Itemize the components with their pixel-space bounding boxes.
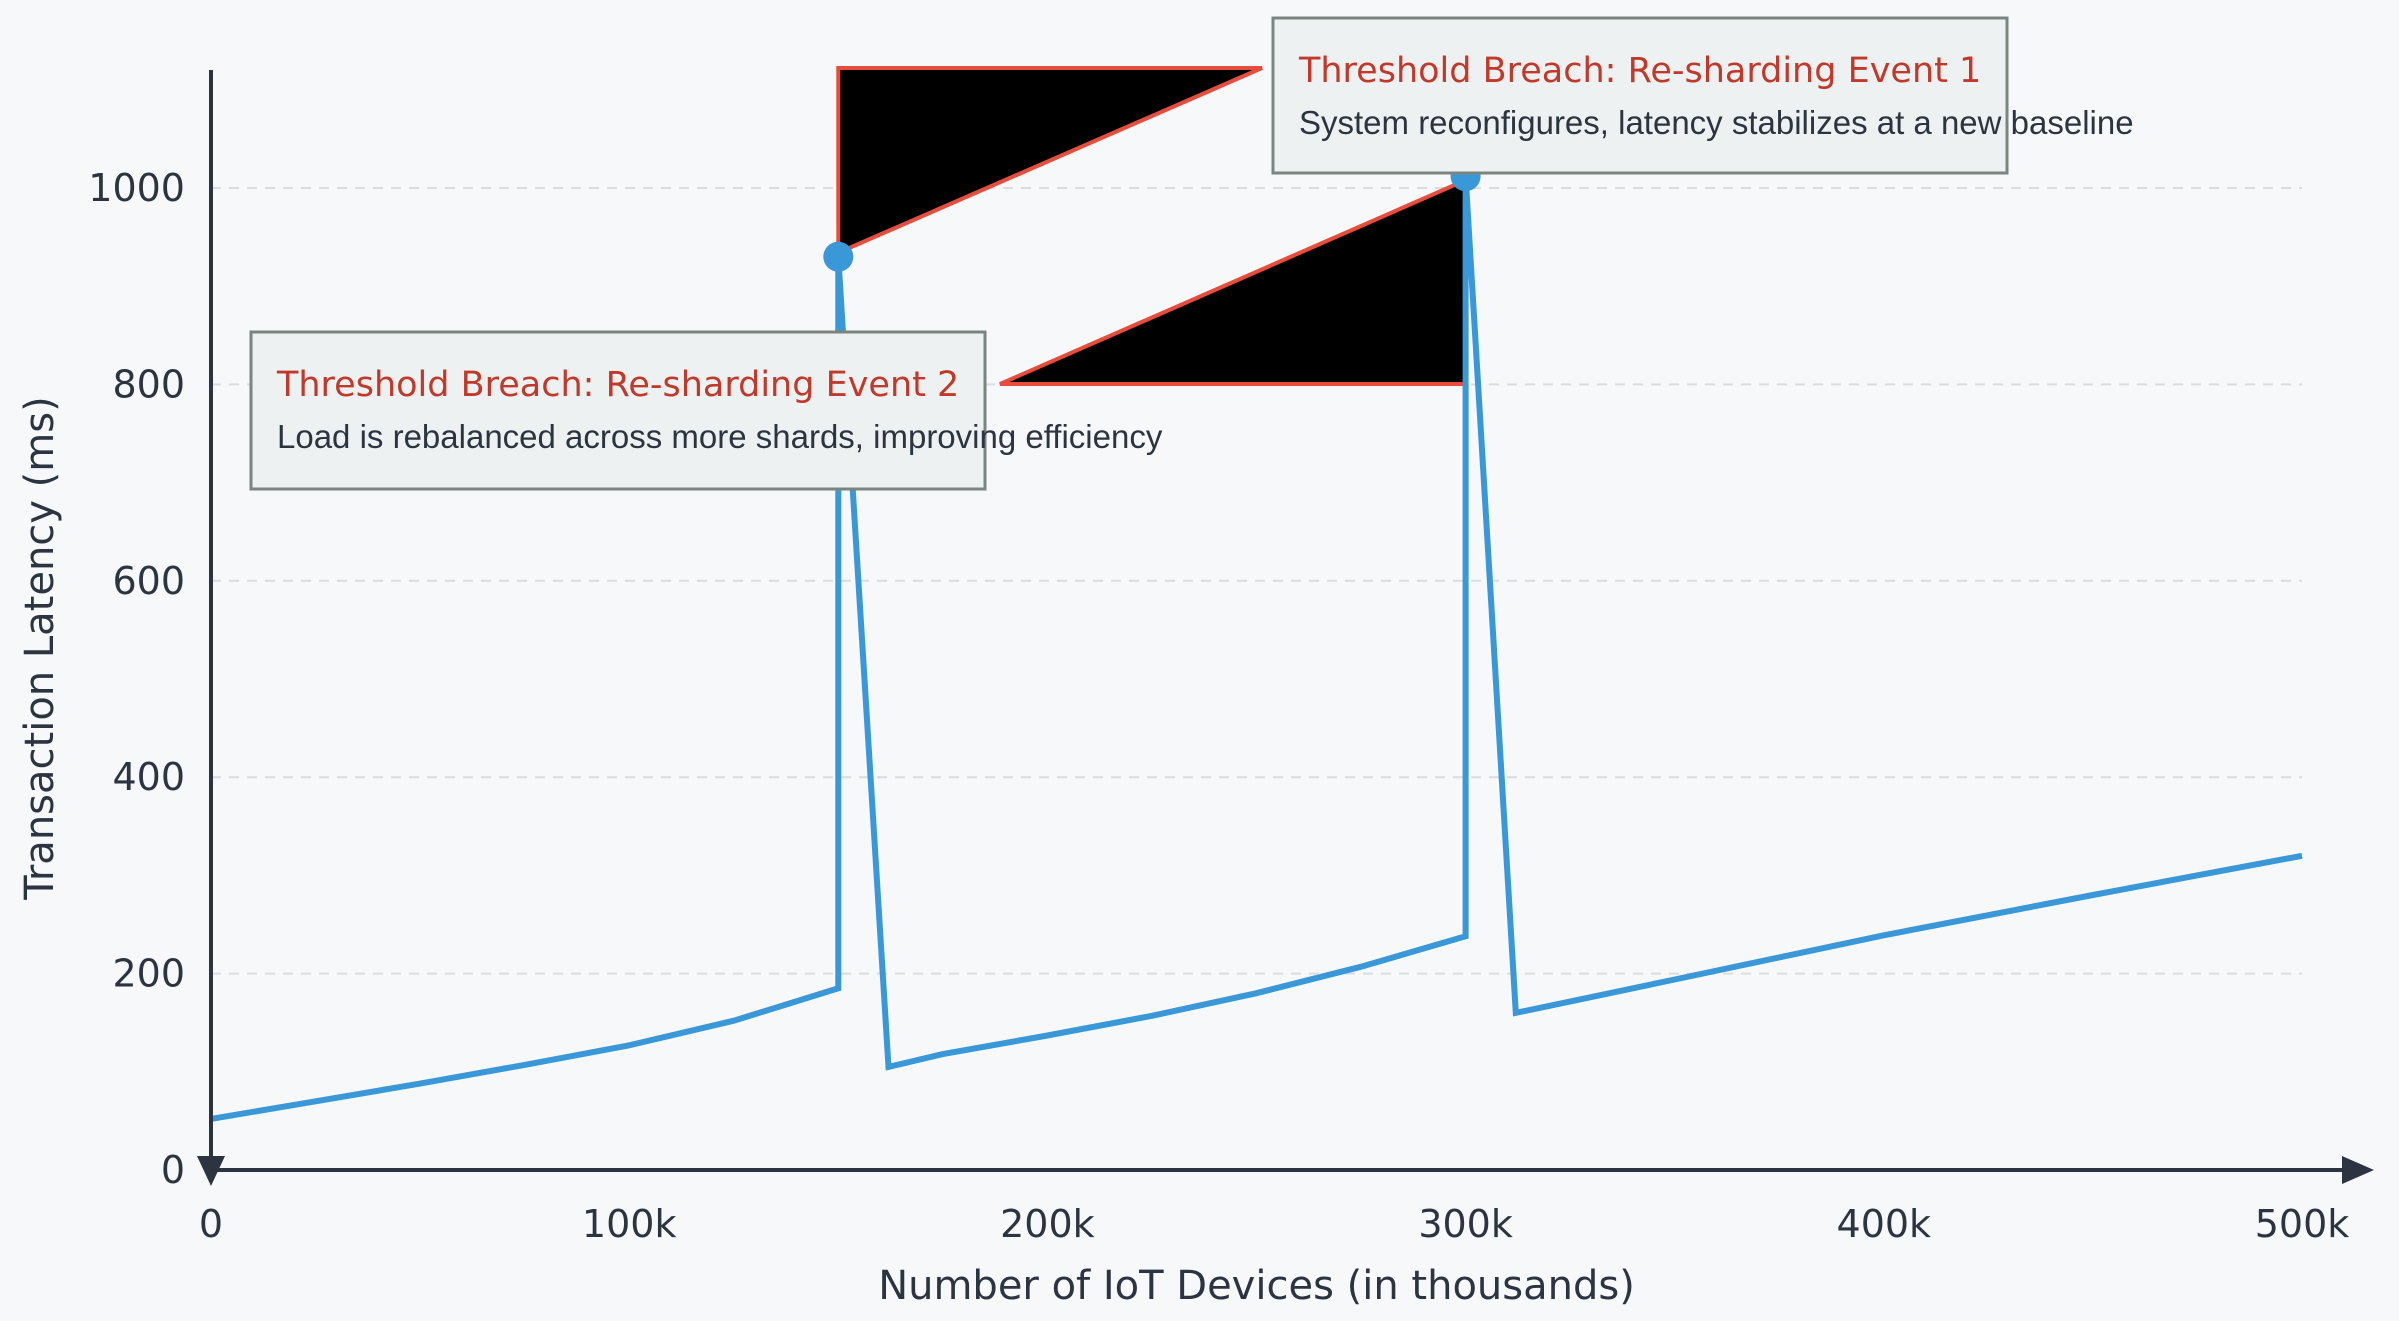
y-tick-label: 1000 — [88, 166, 185, 210]
annotation-arrow-event-1 — [999, 177, 1468, 386]
annotation-title: Threshold Breach: Re-sharding Event 1 — [1298, 51, 1981, 91]
annotation-subtitle: Load is rebalanced across more shards, i… — [277, 418, 1163, 455]
annotation-box-frame — [1271, 16, 2009, 175]
x-tick-label: 0 — [199, 1202, 223, 1246]
x-axis-title: Number of IoT Devices (in thousands) — [878, 1263, 1635, 1309]
x-tick-label: 100k — [582, 1202, 677, 1246]
y-axis-title: Transaction Latency (ms) — [17, 396, 63, 900]
x-tick-label: 500k — [2255, 1202, 2350, 1246]
highlight-point — [823, 241, 854, 272]
y-tick-label: 400 — [112, 755, 185, 799]
x-tick-label: 400k — [1837, 1202, 1932, 1246]
annotation-box-event-2: Threshold Breach: Re-sharding Event 2 Loa… — [249, 330, 1163, 491]
y-tick-label: 800 — [112, 362, 185, 406]
annotation-box-frame — [249, 330, 987, 491]
annotation-title: Threshold Breach: Re-sharding Event 2 — [276, 365, 959, 405]
x-tick-label: 300k — [1418, 1202, 1513, 1246]
annotation-arrow-event-2 — [836, 66, 1263, 256]
y-tick-label: 600 — [112, 559, 185, 603]
x-tick-label: 200k — [1000, 1202, 1095, 1246]
annotation-subtitle: System reconfigures, latency stabilizes … — [1299, 104, 2134, 141]
annotation-box-event-1: Threshold Breach: Re-sharding Event 1 Sys… — [1271, 16, 2134, 175]
x-axis-arrowhead — [2342, 1156, 2374, 1184]
y-tick-label: 200 — [112, 952, 185, 996]
series-line — [210, 176, 2303, 1122]
y-tick-label: 0 — [161, 1148, 185, 1192]
y-axis-arrowhead — [197, 1156, 225, 1186]
